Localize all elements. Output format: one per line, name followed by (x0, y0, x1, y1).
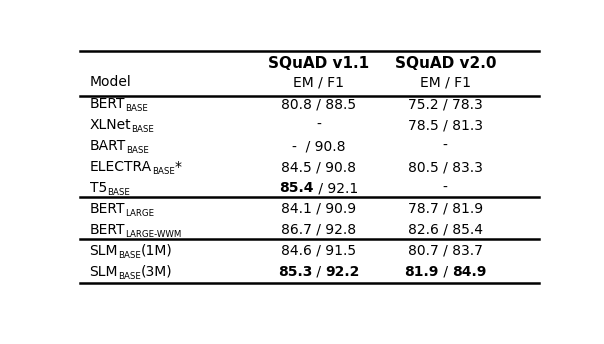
Text: BASE: BASE (131, 125, 154, 135)
Text: (3M): (3M) (141, 265, 173, 279)
Text: EM / F1: EM / F1 (420, 75, 471, 89)
Text: 78.5 / 81.3: 78.5 / 81.3 (408, 118, 483, 132)
Text: 81.9: 81.9 (404, 265, 439, 279)
Text: -: - (443, 139, 448, 153)
Text: 85.3: 85.3 (278, 265, 312, 279)
Text: BERT: BERT (89, 97, 125, 111)
Text: ELECTRA: ELECTRA (89, 160, 152, 174)
Text: 84.1 / 90.9: 84.1 / 90.9 (281, 202, 356, 216)
Text: 84.9: 84.9 (452, 265, 486, 279)
Text: 80.7 / 83.7: 80.7 / 83.7 (408, 244, 483, 258)
Text: BASE: BASE (152, 167, 175, 176)
Text: BASE: BASE (118, 251, 141, 260)
Text: SLM: SLM (89, 265, 118, 279)
Text: 75.2 / 78.3: 75.2 / 78.3 (408, 97, 483, 111)
Text: BERT: BERT (89, 223, 125, 237)
Text: BART: BART (89, 139, 126, 153)
Text: /: / (439, 265, 452, 279)
Text: -  / 90.8: - / 90.8 (292, 139, 345, 153)
Text: XLNet: XLNet (89, 118, 131, 132)
Text: SQuAD v2.0: SQuAD v2.0 (394, 56, 496, 71)
Text: LARGE-WWM: LARGE-WWM (125, 230, 181, 239)
Text: 80.5 / 83.3: 80.5 / 83.3 (408, 160, 483, 174)
Text: BASE: BASE (118, 272, 141, 281)
Text: / 92.1: / 92.1 (314, 181, 358, 195)
Text: 86.7 / 92.8: 86.7 / 92.8 (281, 223, 356, 237)
Text: /: / (312, 265, 326, 279)
Text: EM / F1: EM / F1 (294, 75, 344, 89)
Text: SLM: SLM (89, 244, 118, 258)
Text: BASE: BASE (125, 105, 148, 114)
Text: BASE: BASE (126, 146, 149, 155)
Text: 84.6 / 91.5: 84.6 / 91.5 (281, 244, 356, 258)
Text: *: * (175, 160, 182, 174)
Text: SQuAD v1.1: SQuAD v1.1 (268, 56, 370, 71)
Text: 78.7 / 81.9: 78.7 / 81.9 (408, 202, 483, 216)
Text: 82.6 / 85.4: 82.6 / 85.4 (408, 223, 483, 237)
Text: LARGE: LARGE (125, 209, 154, 218)
Text: 85.4: 85.4 (280, 181, 314, 195)
Text: -: - (443, 181, 448, 195)
Text: 80.8 / 88.5: 80.8 / 88.5 (281, 97, 356, 111)
Text: 92.2: 92.2 (326, 265, 360, 279)
Text: (1M): (1M) (141, 244, 173, 258)
Text: 84.5 / 90.8: 84.5 / 90.8 (281, 160, 356, 174)
Text: T5: T5 (89, 181, 107, 195)
Text: BASE: BASE (107, 188, 130, 197)
Text: BERT: BERT (89, 202, 125, 216)
Text: Model: Model (89, 75, 131, 89)
Text: -: - (316, 118, 321, 132)
